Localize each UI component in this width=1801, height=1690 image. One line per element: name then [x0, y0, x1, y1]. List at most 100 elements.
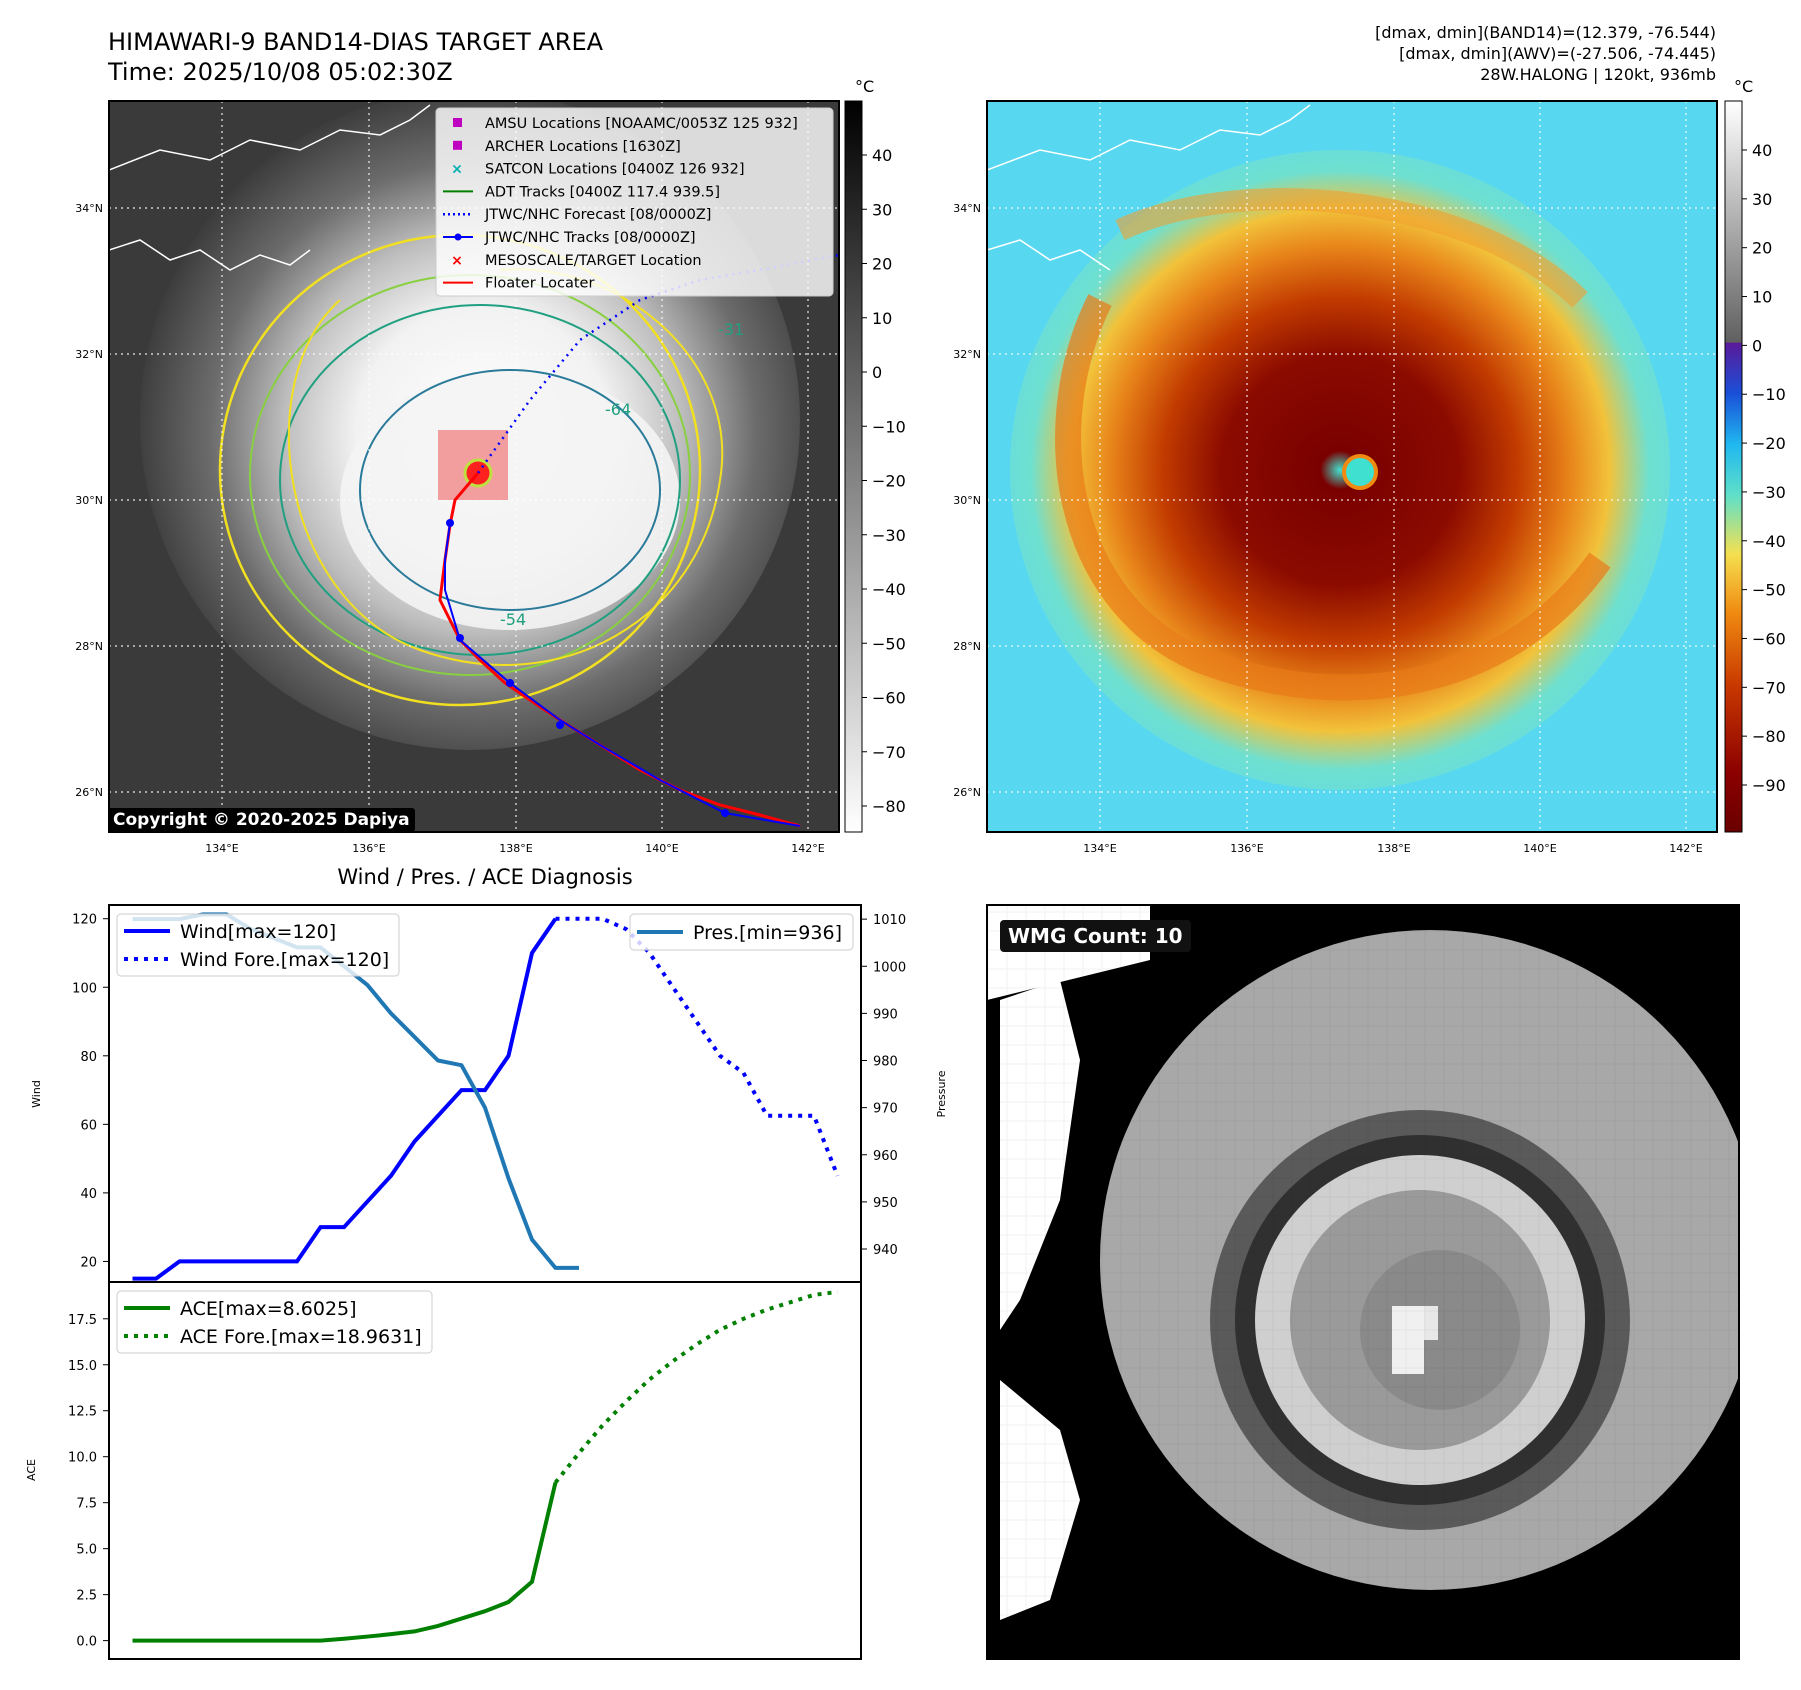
wind-axis-label: Wind [30, 1080, 43, 1108]
colorbar-tick-label: −90 [1752, 776, 1786, 795]
wind-tick-label: 20 [80, 1255, 97, 1270]
legend-item: JTWC/NHC Tracks [08/0000Z] [443, 230, 696, 246]
colorbar-tick-label: 30 [1752, 190, 1772, 209]
legend-label: Pres.[min=936] [693, 922, 842, 944]
wind-tick-label: 100 [72, 981, 97, 996]
ace-legend: ACE[max=8.6025] ACE Fore.[max=18.9631] [116, 1290, 433, 1354]
pressure-tick-label: 970 [873, 1102, 898, 1117]
lat-label: 28°N [75, 640, 103, 653]
coastline-right [987, 104, 1311, 271]
ir-colorbar: °C 40 30 20 10 0 −10 −20 −30 −40 −50 −60 −70 −80 [844, 77, 906, 833]
figure-title: HIMAWARI-9 BAND14-DIAS TARGET AREA [108, 28, 604, 56]
lon-label: 138°E [499, 842, 532, 855]
figure-time: Time: 2025/10/08 05:02:30Z [107, 58, 453, 86]
lon-label: 138°E [1377, 842, 1410, 855]
enhanced-map-panel: 34°N 32°N 30°N 28°N 26°N 134°E 136°E 138°E 140°… [953, 100, 1718, 855]
colorbar-tick-label: 20 [1752, 239, 1772, 258]
stats-line-3: 28W.HALONG | 120kt, 936mb [1480, 65, 1716, 84]
lon-label: 140°E [645, 842, 678, 855]
map-legend: AMSU Locations [NOAAMC/0053Z 125 932] ARC… [435, 107, 834, 297]
lon-label: 136°E [352, 842, 385, 855]
colorbar-tick-label: −10 [872, 417, 906, 436]
colorbar-tick-label: −60 [872, 689, 906, 708]
legend-dot [454, 233, 462, 241]
legend-label: Floater Locater [485, 276, 594, 292]
lat-label: 34°N [75, 202, 103, 215]
colorbar-tick-label: −40 [872, 580, 906, 599]
lon-label: 142°E [791, 842, 824, 855]
wind-tick-label: 60 [80, 1118, 97, 1133]
colorbar-tick-label: −60 [1752, 629, 1786, 648]
colorbar-tick-label: −80 [1752, 727, 1786, 746]
lat-label: 28°N [953, 640, 981, 653]
colorbar-tick-label: −10 [1752, 385, 1786, 404]
colorbar-tick-label: −20 [872, 472, 906, 491]
colorbar-tick-label: −70 [1752, 678, 1786, 697]
series-line [555, 916, 840, 1177]
ace-tick-label: 7.5 [76, 1497, 97, 1512]
legend-item: × SATCON Locations [0400Z 126 932] [451, 162, 744, 178]
legend-item: Floater Locater [443, 276, 594, 292]
legend-label: ARCHER Locations [1630Z] [485, 139, 681, 155]
enhanced-colorbar: °C 40 30 20 10 0 −10 −20 −30 −40 −50 −60 −70 −80 −90 [1724, 77, 1786, 833]
lon-label: 134°E [205, 842, 238, 855]
contour-label: -31 [718, 320, 744, 339]
legend-label: SATCON Locations [0400Z 126 932] [485, 162, 744, 178]
wind-pressure-chart: 20 40 60 80 100 120 940 950 960 970 980 990 1000 1010… [30, 904, 948, 1283]
legend-marker [453, 140, 462, 150]
pressure-tick-label: 940 [873, 1243, 898, 1258]
legend-item: JTWC/NHC Forecast [08/0000Z] [443, 207, 711, 223]
legend-item: ARCHER Locations [1630Z] [453, 139, 681, 155]
lat-label: 32°N [953, 348, 981, 361]
legend-marker [453, 118, 462, 127]
legend-label: AMSU Locations [NOAAMC/0053Z 125 932] [485, 116, 798, 132]
series-line [553, 1289, 838, 1484]
ace-tick-label: 12.5 [68, 1405, 97, 1420]
lon-label: 140°E [1523, 842, 1556, 855]
colorbar-tick-label: 30 [872, 200, 892, 219]
legend-label: ACE Fore.[max=18.9631] [180, 1326, 422, 1348]
lat-label: 34°N [953, 202, 981, 215]
ir-colorbar-unit: °C [855, 77, 874, 96]
series-line [132, 1481, 558, 1643]
ace-tick-label: 15.0 [68, 1359, 97, 1374]
colorbar-tick-label: −20 [1752, 434, 1786, 453]
pressure-tick-label: 980 [873, 1055, 898, 1070]
enhanced-map-frame [986, 100, 1718, 833]
wmg-panel [986, 904, 1740, 1660]
forecast-track [476, 253, 839, 474]
lat-label: 30°N [75, 494, 103, 507]
ace-tick-label: 2.5 [76, 1589, 97, 1604]
legend-label: ADT Tracks [0400Z 117.4 939.5] [485, 184, 720, 200]
legend-item: AMSU Locations [NOAAMC/0053Z 125 932] [453, 116, 798, 132]
lat-label: 32°N [75, 348, 103, 361]
lon-label: 136°E [1230, 842, 1263, 855]
wind-tick-label: 40 [80, 1187, 97, 1202]
colorbar-tick-label: −30 [872, 526, 906, 545]
legend-label: JTWC/NHC Tracks [08/0000Z] [484, 230, 696, 246]
colorbar-tick-label: 0 [1752, 336, 1762, 355]
colorbar-tick-label: −80 [872, 797, 906, 816]
enhanced-colorbar-unit: °C [1734, 77, 1753, 96]
lat-label: 26°N [953, 786, 981, 799]
pressure-tick-label: 990 [873, 1007, 898, 1022]
pressure-legend: Pres.[min=936] [629, 913, 854, 951]
colorbar-tick-label: 40 [872, 146, 892, 165]
contour-label: -64 [605, 400, 631, 419]
colorbar-tick-label: −30 [1752, 483, 1786, 502]
colorbar-tick-label: −70 [872, 743, 906, 762]
coastline [109, 104, 431, 271]
legend-item: × MESOSCALE/TARGET Location [451, 253, 701, 269]
lon-label: 142°E [1669, 842, 1702, 855]
pressure-tick-label: 1000 [873, 960, 906, 975]
pressure-tick-label: 960 [873, 1149, 898, 1164]
ace-tick-label: 10.0 [68, 1451, 97, 1466]
pressure-tick-label: 1010 [873, 913, 906, 928]
copyright-badge: Copyright © 2020-2025 Dapiya [108, 808, 415, 832]
contour-5 [287, 268, 723, 666]
contour-label: -54 [500, 610, 526, 629]
colorbar-tick-label: 10 [872, 309, 892, 328]
eye [1342, 454, 1378, 490]
legend-label: ACE[max=8.6025] [180, 1298, 357, 1320]
